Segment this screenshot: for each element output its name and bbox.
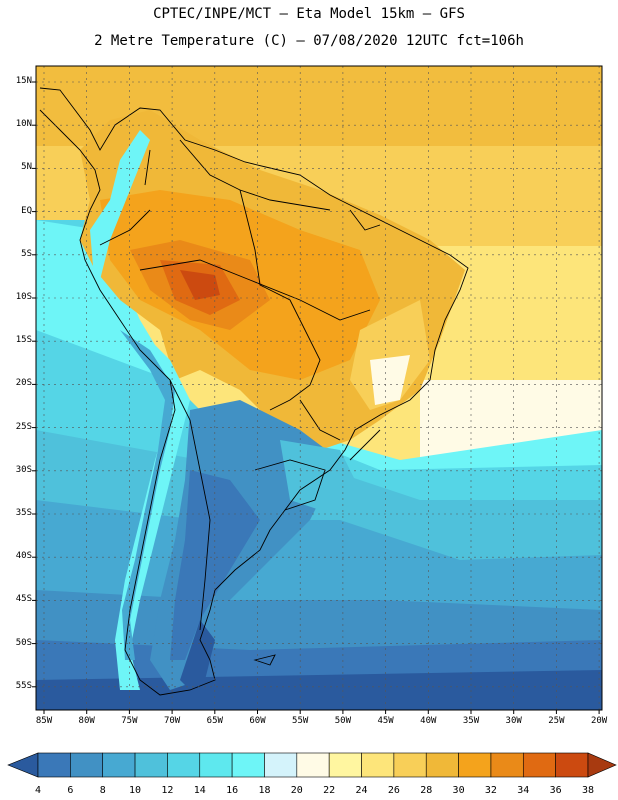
- colorbar-level-label: 8: [99, 785, 106, 796]
- colorbar-swatch: [264, 752, 298, 778]
- colorbar-level-label: 24: [355, 785, 368, 796]
- longitude-label: 65W: [206, 716, 223, 726]
- latitude-label: 15N: [15, 76, 32, 86]
- latitude-label: 5S: [21, 248, 32, 259]
- map-subtitle: 2 Metre Temperature (C) – 07/08/2020 12U…: [94, 33, 524, 49]
- colorbar-swatch: [70, 752, 104, 778]
- colorbar-swatch: [199, 752, 233, 778]
- colorbar-level-label: 32: [484, 785, 497, 796]
- map-title: CPTEC/INPE/MCT – Eta Model 15km – GFS: [153, 6, 465, 22]
- colorbar-high-arrow: [587, 752, 617, 778]
- longitude-label: 70W: [163, 716, 181, 726]
- longitude-label: 25W: [548, 716, 565, 726]
- longitude-label: 75W: [121, 716, 138, 726]
- latitude-label: 45S: [15, 594, 32, 605]
- colorbar-swatch: [328, 752, 362, 778]
- latitude-label: 50S: [15, 637, 32, 648]
- latitude-label: 40S: [15, 551, 32, 562]
- colorbar-swatch: [231, 752, 265, 778]
- latitude-label: 30S: [15, 464, 32, 475]
- colorbar-swatch: [555, 752, 589, 778]
- colorbar-level-label: 28: [420, 785, 433, 796]
- colorbar-level-label: 20: [290, 785, 303, 796]
- colorbar-swatch: [134, 752, 168, 778]
- graticule: [36, 66, 602, 710]
- latitude-label: 55S: [15, 680, 32, 691]
- colorbar-swatch: [102, 752, 136, 778]
- colorbar-level-label: 18: [258, 785, 271, 796]
- colorbar-level-label: 38: [581, 785, 595, 796]
- latitude-label: EQ: [21, 205, 32, 216]
- longitude-label: 45W: [377, 716, 394, 726]
- latitude-label: 35S: [15, 508, 32, 518]
- map-frame: [35, 65, 603, 711]
- colorbar-level-label: 22: [323, 785, 336, 796]
- colorbar-level-label: 6: [67, 785, 74, 796]
- colorbar-swatch: [167, 752, 201, 778]
- longitude-label: 50W: [334, 716, 352, 726]
- coastlines-and-borders: [39, 87, 469, 696]
- colorbar-low-arrow: [7, 752, 39, 778]
- colorbar-level-label: 34: [517, 785, 530, 796]
- latitude-label: 10N: [15, 119, 32, 130]
- colorbar-level-label: 14: [193, 785, 206, 796]
- longitude-label: 80W: [78, 716, 95, 726]
- colorbar-level-label: 30: [452, 785, 465, 796]
- latitude-label: 15S: [15, 335, 32, 346]
- latitude-label: 5N: [21, 162, 32, 173]
- colorbar-swatch: [296, 752, 330, 778]
- colorbar-swatch: [361, 752, 395, 778]
- axis-ticks: [32, 81, 600, 714]
- longitude-label: 20W: [590, 716, 608, 726]
- latitude-label: 25S: [15, 421, 32, 432]
- colorbar-level-label: 12: [161, 785, 174, 796]
- temperature-field: [36, 66, 602, 710]
- longitude-label: 30W: [505, 716, 522, 726]
- longitude-label: 55W: [292, 716, 309, 726]
- colorbar-swatch: [393, 752, 427, 778]
- colorbar-swatch: [425, 752, 459, 778]
- colorbar-swatch: [490, 752, 524, 778]
- colorbar-level-label: 16: [226, 785, 239, 796]
- colorbar-level-label: 4: [34, 785, 42, 796]
- colorbar-swatch: [458, 752, 492, 778]
- latitude-label: 10S: [15, 292, 32, 302]
- latitude-label: 20S: [15, 378, 32, 389]
- longitude-label: 40W: [420, 716, 437, 726]
- longitude-label: 85W: [35, 716, 53, 726]
- colorbar-swatch: [522, 752, 556, 778]
- colorbar: [7, 752, 617, 778]
- longitude-label: 60W: [249, 716, 266, 726]
- longitude-label: 35W: [462, 716, 480, 726]
- colorbar-level-label: 26: [387, 785, 400, 796]
- colorbar-level-label: 10: [129, 785, 142, 796]
- colorbar-level-label: 36: [549, 785, 562, 796]
- colorbar-swatch: [37, 752, 71, 778]
